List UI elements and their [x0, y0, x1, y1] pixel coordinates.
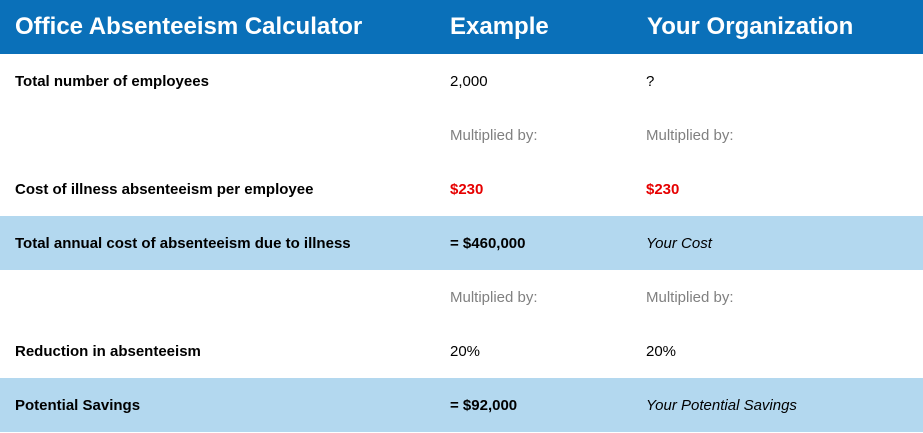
- example-total-cost: = $460,000: [450, 234, 526, 252]
- row-label: Potential Savings: [15, 396, 141, 414]
- table-header: Office Absenteeism Calculator Example Yo…: [0, 0, 923, 54]
- organization-column-header: Your Organization: [647, 13, 854, 40]
- organization-value: ?: [646, 72, 655, 90]
- table-row-multiplier: Multiplied by: Multiplied by:: [0, 270, 923, 324]
- example-potential-savings: = $92,000: [450, 396, 518, 414]
- table-row-cost-per-employee: Cost of illness absenteeism per employee…: [0, 162, 923, 216]
- organization-potential-savings: Your Potential Savings: [646, 396, 797, 414]
- table-row-multiplier: Multiplied by: Multiplied by:: [0, 108, 923, 162]
- example-column-header: Example: [450, 13, 549, 40]
- example-cost-value: $230: [450, 180, 484, 198]
- organization-multiplier: Multiplied by:: [646, 126, 734, 144]
- example-multiplier: Multiplied by:: [450, 126, 538, 144]
- table-row-total-annual-cost: Total annual cost of absenteeism due to …: [0, 216, 923, 270]
- example-multiplier: Multiplied by:: [450, 288, 538, 306]
- organization-cost-value: $230: [646, 180, 680, 198]
- example-value: 2,000: [450, 72, 488, 90]
- row-label: Cost of illness absenteeism per employee: [15, 180, 314, 198]
- table-row-potential-savings: Potential Savings = $92,000 Your Potenti…: [0, 378, 923, 432]
- row-label: Total number of employees: [15, 72, 209, 90]
- row-label: Reduction in absenteeism: [15, 342, 201, 360]
- organization-reduction-value: 20%: [646, 342, 677, 360]
- table-row-total-employees: Total number of employees 2,000 ?: [0, 54, 923, 108]
- example-reduction-value: 20%: [450, 342, 481, 360]
- row-label: Total annual cost of absenteeism due to …: [15, 234, 351, 252]
- organization-total-cost: Your Cost: [646, 234, 712, 252]
- table-row-reduction: Reduction in absenteeism 20% 20%: [0, 324, 923, 378]
- organization-multiplier: Multiplied by:: [646, 288, 734, 306]
- calculator-title: Office Absenteeism Calculator: [15, 13, 363, 40]
